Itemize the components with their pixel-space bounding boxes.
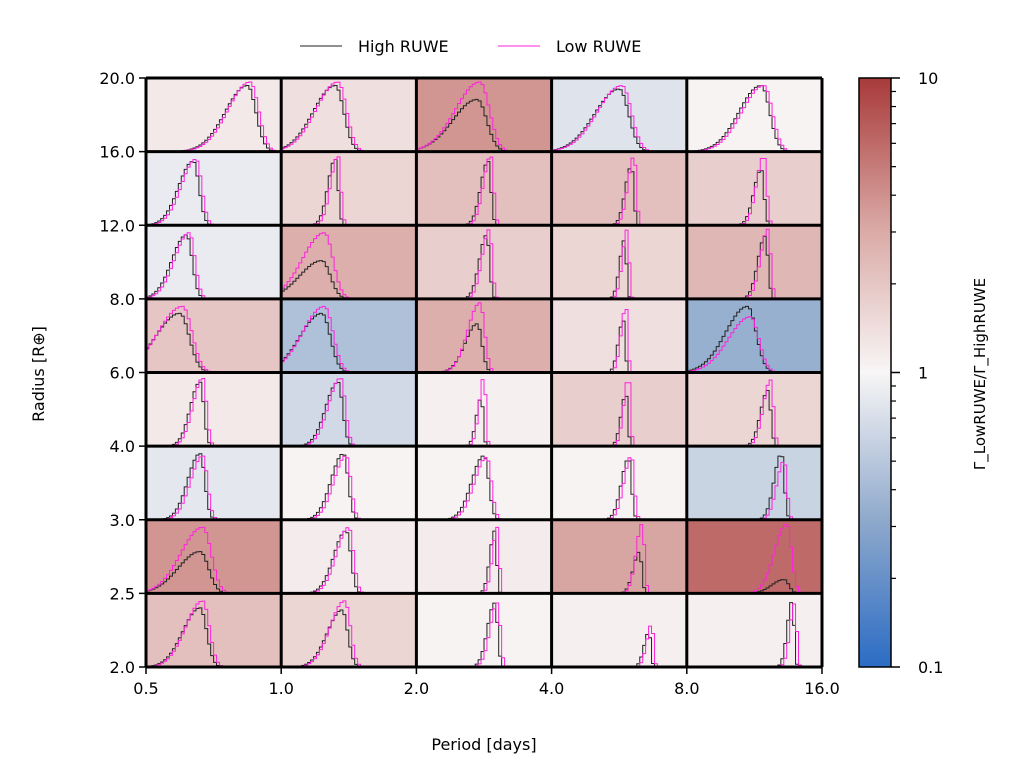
heatmap-cell-r2-c0 (146, 225, 282, 299)
x-tick-label-4: 8.0 (674, 679, 699, 698)
heatmap-cell-r6-c1 (281, 519, 417, 594)
cell-borders (144, 76, 824, 669)
heatmap-cell-r0-c3 (551, 78, 687, 152)
heatmap-cells (146, 78, 822, 667)
heatmap-cell-r5-c0 (146, 446, 282, 520)
heatmap-cell-r1-c1 (281, 151, 417, 226)
legend-label-low-ruwe: Low RUWE (556, 37, 641, 56)
y-tick-label-8: 20.0 (99, 69, 135, 88)
colorbar-gradient (858, 77, 892, 668)
heatmap-cell-r5-c4 (686, 446, 822, 520)
y-tick-label-0: 2.0 (110, 658, 135, 677)
colorbar: 0.1 1 10 Γ_LowRUWE/Γ_HighRUWE (858, 69, 990, 677)
heatmap-cell-r6-c4 (686, 519, 822, 594)
y-axis-ticks: 2.0 2.5 3.0 4.0 6.0 8.0 12.0 16.0 20.0 (99, 69, 146, 677)
colorbar-label: Γ_LowRUWE/Γ_HighRUWE (971, 278, 990, 470)
x-tick-label-5: 16.0 (804, 679, 840, 698)
y-axis-label: Radius [R⊕] (29, 326, 48, 422)
x-tick-label-3: 4.0 (539, 679, 564, 698)
legend: High RUWE Low RUWE (300, 37, 641, 56)
y-tick-label-4: 6.0 (110, 364, 135, 383)
x-tick-label-1: 1.0 (268, 679, 293, 698)
y-tick-label-6: 12.0 (99, 216, 135, 235)
heatmap-cell-r6-c3 (551, 519, 687, 594)
y-tick-label-2: 3.0 (110, 511, 135, 530)
colorbar-tick-label-2: 10 (918, 69, 938, 88)
legend-label-high-ruwe: High RUWE (358, 37, 449, 56)
heatmap-cell-r7-c4 (686, 593, 822, 667)
y-tick-label-3: 4.0 (110, 437, 135, 456)
y-tick-label-7: 16.0 (99, 143, 135, 162)
heatmap-cell-r4-c0 (146, 372, 282, 447)
x-axis-label: Period [days] (431, 735, 536, 754)
heatmap-cell-r0-c0 (146, 78, 282, 152)
y-tick-label-1: 2.5 (110, 584, 135, 603)
heatmap-cell-r7-c3 (551, 593, 687, 667)
colorbar-tick-label-1: 1 (918, 364, 928, 383)
x-tick-label-2: 2.0 (404, 679, 429, 698)
heatmap-cell-r3-c1 (281, 298, 417, 373)
heatmap-cell-r3-c0 (146, 298, 282, 373)
heatmap-cell-r3-c4 (686, 298, 822, 373)
heatmap-cell-r1-c0 (146, 151, 282, 226)
heatmap-cell-r6-c2 (416, 519, 552, 594)
heatmap-cell-r2-c1 (281, 225, 417, 299)
y-tick-label-5: 8.0 (110, 290, 135, 309)
colorbar-tick-label-0: 0.1 (918, 658, 943, 677)
x-tick-label-0: 0.5 (133, 679, 158, 698)
colorbar-ticks: 0.1 1 10 (891, 69, 943, 677)
x-axis-ticks: 0.5 1.0 2.0 4.0 8.0 16.0 (133, 667, 840, 698)
